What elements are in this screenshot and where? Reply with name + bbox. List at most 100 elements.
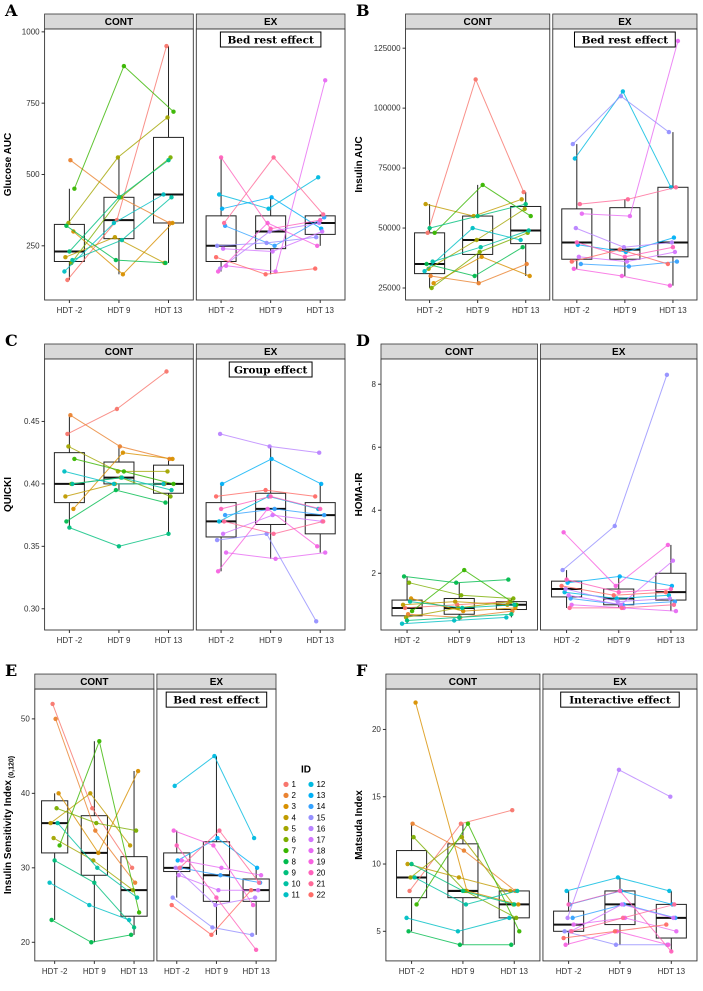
subject-series-15: [214, 531, 319, 624]
subject-point: [171, 828, 176, 833]
subject-point: [163, 260, 168, 266]
subject-point: [56, 791, 61, 796]
subject-point: [613, 942, 619, 947]
subject-point: [67, 525, 72, 530]
subject-point: [405, 612, 411, 617]
subject-point: [269, 195, 274, 200]
subject-series-17: [566, 558, 676, 607]
subject-point: [214, 243, 220, 248]
legend-swatch: [283, 859, 289, 865]
subject-series-12: [216, 175, 321, 211]
subject-point: [406, 929, 411, 934]
annotation-label: Bed rest effect: [227, 35, 314, 47]
subject-point: [121, 469, 127, 474]
legend-entry-label: 9: [292, 868, 297, 877]
subject-point: [72, 186, 77, 191]
subject-series-19: [215, 220, 320, 274]
subject-point: [318, 217, 323, 223]
subject-series-20: [218, 494, 323, 512]
subject-point: [172, 783, 177, 789]
subject-point: [134, 895, 140, 900]
subject-point: [253, 947, 259, 952]
subject-point: [674, 259, 680, 264]
x-tick-label: HDT 13: [120, 967, 148, 976]
x-tick-label: HDT 13: [658, 967, 686, 976]
subject-point: [213, 494, 219, 499]
x-tick-label: HDT 9: [83, 967, 106, 976]
subject-point: [164, 369, 169, 374]
subject-point: [564, 888, 569, 894]
subject-point: [627, 213, 633, 219]
subject-series-11: [47, 880, 132, 923]
facet-ex: EX HDT -2 HDT 9 HDT 13 Bed rest effect: [552, 13, 698, 315]
subject-series-11: [62, 469, 166, 487]
subject-point: [664, 372, 670, 377]
legend-entry-label: 19: [317, 857, 326, 866]
legend-entry-label: 13: [317, 791, 326, 800]
subject-point: [672, 249, 678, 255]
legend-swatch: [283, 870, 289, 876]
box: [396, 850, 428, 899]
subject-point: [663, 590, 669, 595]
subject-series-2: [428, 261, 529, 286]
legend-swatch: [308, 803, 314, 810]
subject-point: [526, 228, 531, 233]
subject-point: [667, 283, 673, 288]
legend-entry-label: 4: [292, 813, 297, 822]
subject-series-6: [54, 806, 139, 833]
subject-point: [668, 586, 674, 592]
subject-point: [323, 550, 328, 555]
subject-point: [219, 206, 225, 211]
y-tick-label: 50: [21, 714, 30, 723]
x-tick-label: HDT -2: [42, 967, 68, 976]
subject-point: [166, 158, 171, 163]
legend-entry-label: 2: [292, 791, 297, 800]
subject-point: [461, 848, 467, 853]
subject-point: [170, 456, 175, 462]
facet-ex: EX HDT -2 HDT 9 HDT 13 Group effect: [195, 343, 346, 645]
x-tick-label: HDT 9: [466, 306, 490, 315]
y-tick-label: 30: [21, 863, 30, 872]
subject-point: [170, 220, 175, 226]
subject-point: [619, 902, 625, 907]
facet-cont: CONT HDT -2 HDT 9 HDT 13: [380, 343, 538, 645]
subject-series-10: [407, 599, 517, 611]
subject-series-9: [67, 158, 171, 254]
legend-swatch: [283, 792, 289, 799]
subject-point: [318, 506, 323, 512]
box: [120, 856, 148, 917]
effect-annotation: Interactive effect: [560, 691, 680, 708]
legend-entry-label: 20: [317, 868, 326, 877]
subject-series-21: [221, 519, 326, 536]
subject-point: [96, 850, 101, 856]
panel-A: A Glucose AUC 250 500 750 1000 CONT HDT -2 HDT …: [0, 0, 351, 330]
subject-point: [319, 481, 324, 487]
subject-point: [212, 753, 217, 759]
x-tick-label: HDT 9: [607, 636, 631, 645]
annotation-box: [165, 691, 268, 708]
subject-point: [457, 942, 463, 947]
subject-point: [512, 902, 517, 907]
subject-point: [462, 567, 467, 573]
subject-point: [97, 739, 102, 744]
subject-point: [214, 895, 219, 900]
y-tick-label: 0.30: [24, 604, 40, 613]
subject-point: [407, 888, 412, 894]
subject-point: [429, 285, 434, 291]
subject-series-10: [70, 475, 174, 493]
subject-point: [460, 605, 465, 611]
subject-point: [251, 835, 257, 841]
x-tick-label: HDT 9: [107, 636, 131, 645]
subject-point: [407, 599, 413, 604]
subject-point: [131, 925, 137, 930]
subject-point: [271, 155, 276, 160]
boxplots: [561, 132, 689, 286]
legend-swatch: [308, 781, 314, 787]
subject-point: [399, 621, 405, 626]
subject-point: [321, 212, 326, 217]
legend-entry-label: 11: [292, 891, 301, 900]
subject-point: [48, 820, 53, 826]
subject-series-22: [213, 487, 318, 499]
panel-B: B Insulin AUC 25000 50000 75000 100000 125000…: [351, 0, 703, 330]
